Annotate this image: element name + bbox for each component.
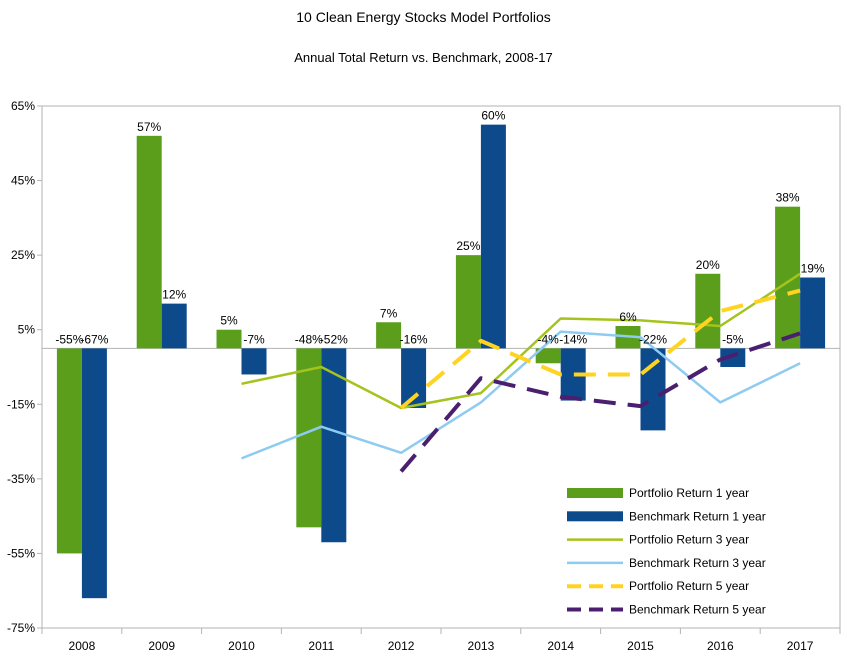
bar[interactable] — [81, 348, 107, 599]
x-axis: 2008 2009 2010 2011 2012 2013 2014 2015 2016 2017 — [41, 628, 841, 653]
chart-subtitle: Annual Total Return vs. Benchmark, 2008-… — [294, 50, 553, 65]
series-line[interactable] — [241, 330, 801, 460]
data-label: -67% — [80, 332, 108, 346]
bar[interactable] — [695, 273, 721, 349]
legend-label: Portfolio Return 1 year — [629, 486, 749, 500]
x-tick-label: 2008 — [69, 639, 96, 653]
x-tick-label: 2017 — [787, 639, 814, 653]
data-label: 6% — [619, 310, 637, 324]
bars-layer — [56, 124, 826, 599]
data-label: -14% — [559, 332, 587, 346]
data-label: 12% — [162, 288, 186, 302]
y-tick-label: 25% — [11, 248, 35, 262]
y-tick-label: -35% — [7, 472, 35, 486]
data-label: 19% — [801, 262, 825, 276]
bar[interactable] — [535, 348, 561, 364]
y-tick-label: -75% — [7, 621, 35, 635]
x-tick-label: 2010 — [228, 639, 255, 653]
bar[interactable] — [321, 348, 347, 543]
data-label: 25% — [456, 239, 480, 253]
legend: Portfolio Return 1 year Benchmark Return … — [567, 486, 766, 617]
data-label: -52% — [320, 332, 348, 346]
bar[interactable] — [800, 277, 826, 349]
data-label: 38% — [776, 191, 800, 205]
data-label: 7% — [380, 306, 398, 320]
data-label: -4% — [538, 332, 560, 346]
legend-swatch — [567, 511, 623, 522]
chart-title: 10 Clean Energy Stocks Model Portfolios — [296, 9, 551, 25]
bar[interactable] — [56, 348, 82, 554]
bar[interactable] — [216, 329, 242, 349]
legend-label: Benchmark Return 5 year — [629, 603, 766, 617]
bar[interactable] — [241, 348, 267, 375]
x-tick-label: 2011 — [308, 639, 334, 653]
legend-swatch — [567, 488, 623, 498]
data-label: 57% — [137, 120, 161, 134]
y-axis: 65% 45% 25% 5% -15% -35% -55% -75% — [7, 99, 42, 635]
legend-label: Portfolio Return 5 year — [629, 579, 749, 593]
x-tick-label: 2015 — [627, 639, 654, 653]
bar[interactable] — [376, 322, 402, 349]
data-label: -5% — [722, 332, 744, 346]
bar[interactable] — [480, 124, 506, 349]
data-label: -22% — [639, 332, 667, 346]
bar[interactable] — [640, 348, 666, 431]
y-tick-label: -15% — [7, 397, 35, 411]
legend-label: Benchmark Return 3 year — [629, 556, 766, 570]
x-tick-label: 2012 — [388, 639, 415, 653]
data-label: -55% — [55, 332, 83, 346]
data-label: 5% — [220, 314, 238, 328]
bar[interactable] — [720, 348, 746, 367]
data-label: -16% — [400, 332, 428, 346]
legend-label: Portfolio Return 3 year — [629, 533, 749, 547]
x-tick-label: 2014 — [547, 639, 574, 653]
data-label: 20% — [696, 258, 720, 272]
legend-label: Benchmark Return 1 year — [629, 509, 766, 523]
bar[interactable] — [161, 303, 187, 349]
data-labels-layer: -55% 57% 5% -48% 7% 25% -4% 6% 20% 38% -67% 12% -7% -… — [55, 109, 825, 347]
lines-layer — [241, 272, 801, 473]
y-tick-label: 5% — [18, 323, 36, 337]
bar[interactable] — [455, 255, 481, 349]
y-tick-label: -55% — [7, 546, 35, 560]
bar[interactable] — [136, 135, 162, 349]
data-label: -7% — [243, 332, 265, 346]
x-tick-label: 2009 — [148, 639, 175, 653]
y-tick-label: 45% — [11, 174, 35, 188]
x-tick-label: 2016 — [707, 639, 734, 653]
x-tick-label: 2013 — [468, 639, 495, 653]
data-label: 60% — [481, 109, 505, 123]
series-line[interactable] — [399, 288, 801, 410]
series-line[interactable] — [399, 331, 801, 473]
data-label: -48% — [295, 332, 323, 346]
bar[interactable] — [296, 348, 322, 528]
y-tick-label: 65% — [11, 99, 35, 113]
